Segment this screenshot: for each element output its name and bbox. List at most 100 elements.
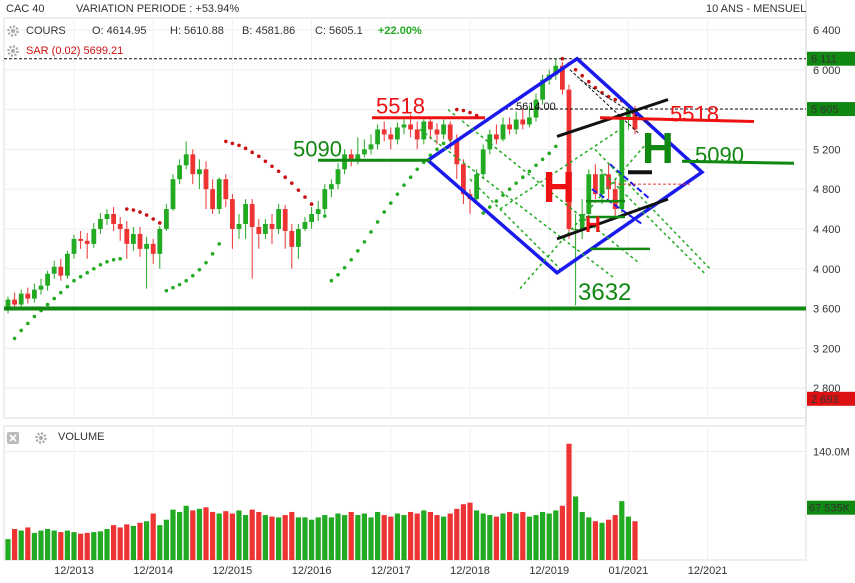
sar-dot bbox=[65, 284, 70, 289]
sar-dot bbox=[494, 199, 499, 203]
candle-body bbox=[38, 285, 44, 290]
sar-dot bbox=[336, 272, 340, 277]
volume-zoom-icon[interactable] bbox=[6, 431, 20, 445]
volume-bar bbox=[223, 511, 229, 560]
sar-dot bbox=[382, 210, 387, 214]
sar-dot bbox=[389, 201, 393, 205]
sar-dot bbox=[408, 175, 413, 180]
sar-dot bbox=[237, 143, 241, 148]
sar-dot bbox=[290, 181, 294, 185]
high-value: H: 5610.88 bbox=[170, 25, 224, 37]
sar-dot bbox=[78, 274, 83, 279]
sar-dot bbox=[243, 146, 248, 151]
sar-dot bbox=[197, 267, 202, 272]
sar-settings-gear-icon[interactable] bbox=[6, 44, 20, 58]
volume-bar bbox=[328, 517, 334, 560]
candle-body bbox=[375, 129, 380, 145]
candle-body bbox=[381, 129, 387, 135]
volume-bar bbox=[51, 530, 57, 560]
candle-body bbox=[124, 228, 130, 244]
volume-bar bbox=[262, 515, 268, 560]
candle-body bbox=[348, 154, 354, 160]
volume-bar bbox=[104, 529, 110, 560]
candle-body bbox=[203, 169, 209, 190]
candle-body bbox=[144, 243, 149, 249]
candle-body bbox=[507, 124, 512, 130]
volume-bar bbox=[322, 515, 328, 560]
volume-bar bbox=[249, 509, 255, 560]
candle-body bbox=[131, 233, 136, 244]
blue-dashed-line bbox=[591, 188, 643, 225]
candle-body bbox=[560, 65, 565, 90]
volume-bar bbox=[91, 532, 97, 560]
volume-bar bbox=[309, 519, 315, 560]
sar-dot bbox=[210, 252, 215, 256]
volume-bar bbox=[183, 505, 189, 560]
sar-dot bbox=[455, 107, 459, 112]
label-5518-right: 5518 bbox=[670, 102, 719, 127]
volume-bar bbox=[130, 525, 136, 560]
settings-gear-icon[interactable] bbox=[6, 24, 20, 38]
volume-bar bbox=[487, 515, 493, 560]
label-5090-right: 5090 bbox=[695, 142, 744, 167]
volume-bar bbox=[5, 539, 11, 560]
volume-bar bbox=[335, 513, 341, 560]
sar-dot bbox=[573, 67, 578, 72]
price-tick-label: 3 200 bbox=[813, 343, 841, 355]
sar-dot bbox=[257, 154, 261, 159]
candle-body bbox=[441, 124, 446, 135]
sar-dot bbox=[158, 221, 162, 225]
sar-dot bbox=[362, 240, 367, 244]
candle-body bbox=[32, 289, 37, 299]
volume-bar bbox=[144, 521, 150, 560]
volume-bar bbox=[38, 530, 44, 560]
volume-bar bbox=[573, 496, 579, 560]
candle-body bbox=[414, 129, 420, 140]
volume-bar bbox=[480, 513, 486, 560]
volume-settings-gear-icon[interactable] bbox=[34, 431, 48, 445]
volume-bar bbox=[58, 532, 64, 560]
price-badge-label: 2 693 bbox=[811, 394, 839, 406]
candle-body bbox=[566, 89, 572, 229]
volume-bar bbox=[150, 513, 156, 560]
candle-body bbox=[368, 144, 374, 150]
candle-body bbox=[553, 65, 559, 75]
sar-dots bbox=[12, 56, 624, 341]
time-tick-label: 01/2021 bbox=[609, 565, 649, 577]
candle-body bbox=[612, 189, 618, 210]
candle-body bbox=[183, 154, 189, 166]
volume-bar bbox=[124, 524, 130, 560]
volume-bar bbox=[460, 504, 466, 560]
volume-bar bbox=[348, 511, 354, 560]
black-lower-trendline bbox=[556, 197, 669, 241]
sar-dot bbox=[283, 175, 288, 180]
price-tick-label: 3 600 bbox=[813, 304, 841, 316]
candle-body bbox=[18, 293, 24, 305]
candle-body bbox=[428, 121, 433, 130]
blue-diamond-channel bbox=[425, 56, 705, 275]
green-dotted-trendline bbox=[419, 128, 616, 280]
candle-body bbox=[408, 124, 413, 130]
volume-bar bbox=[586, 517, 592, 560]
sar-dot bbox=[98, 262, 103, 267]
close-value: C: 5605.1 bbox=[315, 25, 363, 37]
sar-dot bbox=[250, 150, 254, 155]
time-tick-label: 12/2016 bbox=[292, 565, 332, 577]
candle-body bbox=[474, 174, 479, 200]
sar-dot bbox=[349, 257, 354, 262]
candle-body bbox=[494, 134, 499, 140]
change-value: +22.00% bbox=[378, 25, 422, 37]
sar-dot bbox=[323, 214, 327, 218]
candle-body bbox=[586, 174, 592, 215]
volume-bar bbox=[368, 517, 374, 560]
sar-dot bbox=[131, 208, 136, 212]
candle-body bbox=[223, 179, 229, 200]
volume-bar bbox=[84, 532, 90, 560]
sar-dot bbox=[191, 273, 195, 278]
volume-bar bbox=[163, 519, 169, 560]
label-3632: 3632 bbox=[578, 279, 631, 306]
candle-body bbox=[322, 189, 328, 210]
sar-dot bbox=[45, 302, 50, 307]
